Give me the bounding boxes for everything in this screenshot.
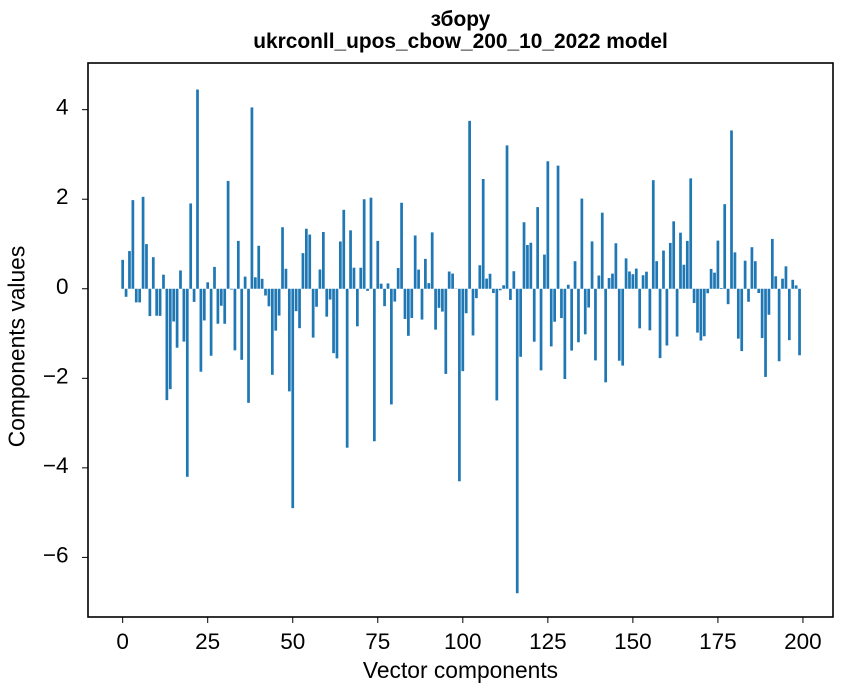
svg-text:75: 75: [365, 629, 390, 654]
svg-text:100: 100: [444, 629, 482, 654]
svg-text:150: 150: [614, 629, 652, 654]
svg-text:50: 50: [280, 629, 305, 654]
svg-text:200: 200: [784, 629, 822, 654]
svg-text:4: 4: [56, 95, 69, 120]
svg-text:0: 0: [116, 629, 129, 654]
svg-text:0: 0: [56, 274, 69, 299]
svg-text:−4: −4: [43, 453, 69, 478]
svg-text:2: 2: [56, 184, 69, 209]
svg-text:175: 175: [699, 629, 737, 654]
svg-text:−2: −2: [43, 363, 69, 388]
svg-text:−6: −6: [43, 542, 69, 567]
svg-text:125: 125: [529, 629, 567, 654]
svg-text:25: 25: [195, 629, 220, 654]
